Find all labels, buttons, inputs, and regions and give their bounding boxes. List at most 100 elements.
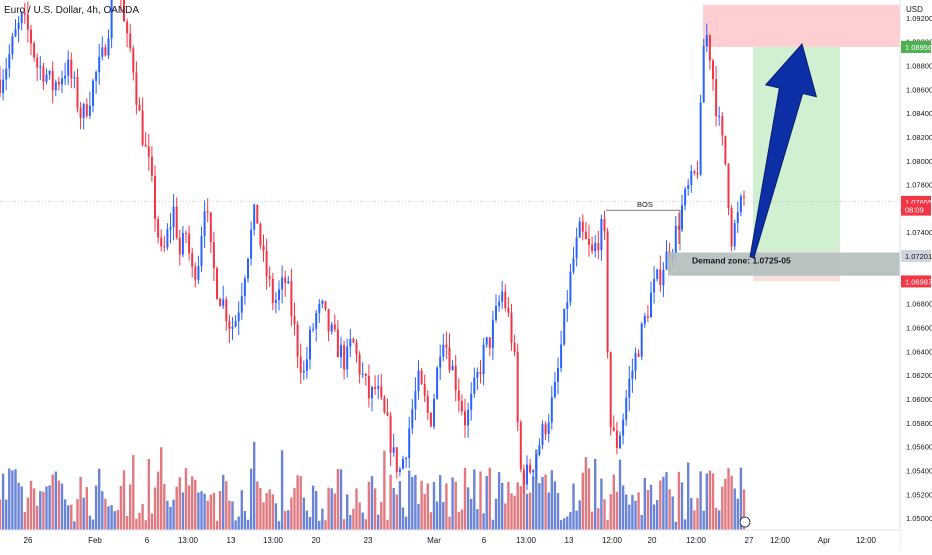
candle-body <box>411 409 414 429</box>
candle-body <box>538 444 541 455</box>
volume-bar <box>702 510 705 530</box>
volume-bar <box>448 516 451 530</box>
candle-body <box>327 309 330 332</box>
candle-body <box>603 218 606 232</box>
volume-bar <box>138 512 141 530</box>
candle-body <box>460 400 463 412</box>
volume-bar <box>5 499 8 530</box>
volume-bar <box>324 520 327 530</box>
candle-body <box>547 422 550 434</box>
candle-body <box>659 269 662 286</box>
volume-bar <box>36 505 39 530</box>
candle-body <box>281 277 284 290</box>
volume-bar <box>714 508 718 530</box>
candle-body <box>73 77 76 79</box>
volume-bar <box>215 520 219 530</box>
volume-bar <box>228 500 231 530</box>
candle-body <box>380 386 383 398</box>
price-tick-label: 1.08400 <box>906 109 932 118</box>
volume-bar <box>559 520 563 530</box>
candle-body <box>708 35 711 61</box>
candle-body <box>237 312 240 322</box>
candle-body <box>612 427 615 431</box>
volume-bar <box>730 475 733 530</box>
volume-bar <box>104 498 107 530</box>
time-tick-label: 13:00 <box>178 536 199 545</box>
candle-body <box>715 79 718 117</box>
candle-body <box>597 243 600 251</box>
candle-body <box>699 102 702 175</box>
volume-bar <box>674 521 677 530</box>
candle-body <box>498 301 501 307</box>
candle-body <box>724 135 727 165</box>
volume-bar <box>479 471 482 530</box>
volume-bar <box>380 502 383 530</box>
volume-bar <box>550 470 553 530</box>
candle-body <box>581 221 584 232</box>
volume-bar <box>51 474 54 530</box>
candle-body <box>516 351 519 423</box>
price-tick-label: 1.06000 <box>906 395 932 404</box>
volume-bar <box>463 467 467 530</box>
volume-bar <box>457 511 460 530</box>
candle-body <box>197 266 200 280</box>
candle-body <box>454 365 457 391</box>
candle-body <box>690 171 693 186</box>
candle-body <box>206 211 209 213</box>
candle-body <box>318 303 321 314</box>
candle-body <box>228 321 231 329</box>
candle-body <box>23 12 26 15</box>
candle-body <box>736 212 739 224</box>
volume-bar <box>615 491 619 530</box>
volume-bar <box>212 492 216 530</box>
replay-icon <box>739 516 751 528</box>
candle-body <box>470 393 473 410</box>
candle-body <box>57 82 60 85</box>
candle-body <box>321 300 324 304</box>
volume-bar <box>172 499 175 530</box>
volume-bar <box>504 503 507 530</box>
candle-body <box>222 299 225 307</box>
candle-body <box>129 33 132 49</box>
candle-body <box>82 104 85 118</box>
volume-bar <box>563 518 566 530</box>
candle-body <box>284 277 287 284</box>
volume-bar <box>352 508 355 530</box>
candle-body <box>550 397 553 423</box>
volume-bar <box>488 467 491 530</box>
candle-body <box>141 110 144 145</box>
volume-bar <box>0 499 2 530</box>
volume-bar <box>516 482 519 530</box>
candle-body <box>126 21 129 34</box>
candle-body <box>79 107 82 118</box>
time-tick-label: 23 <box>364 536 373 545</box>
volume-bar <box>398 481 402 530</box>
volume-bar <box>63 499 67 530</box>
candle-body <box>39 66 42 68</box>
time-tick-label: Mar <box>427 536 441 545</box>
volume-bar <box>156 471 160 530</box>
volume-bar <box>107 506 110 530</box>
candle-body <box>643 316 646 324</box>
volume-bar <box>662 476 665 530</box>
annotations: Demand zone: 1.0725-05 BOS <box>0 43 905 276</box>
volume-bar <box>94 485 98 530</box>
volume-bar <box>163 483 166 530</box>
volume-bar <box>29 480 33 530</box>
volume-bar <box>404 516 408 530</box>
volume-bar <box>246 519 250 530</box>
candle-body <box>110 0 113 39</box>
volume-bar <box>135 518 138 530</box>
volume-bar <box>330 488 333 530</box>
volume-bar <box>361 512 364 530</box>
volume-bar <box>132 455 135 530</box>
candle-body <box>721 116 724 136</box>
candle-body <box>718 116 721 118</box>
volume-bar <box>153 487 157 530</box>
candle-body <box>11 36 14 55</box>
candle-body <box>305 359 308 371</box>
candle-body <box>674 225 677 253</box>
candle-body <box>584 231 587 239</box>
